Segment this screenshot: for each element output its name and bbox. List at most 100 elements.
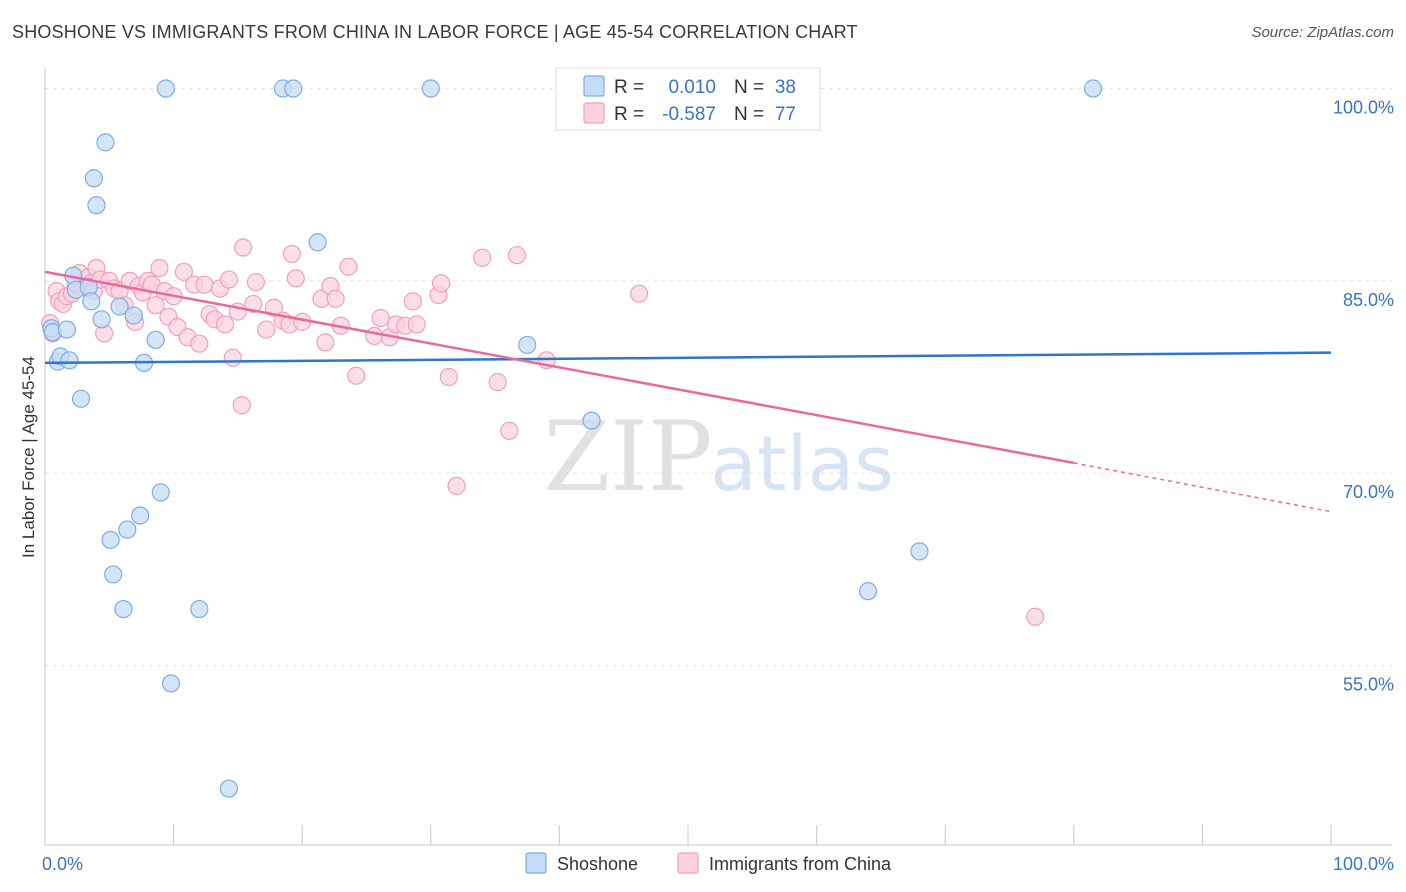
data-point-immigrants-from-china bbox=[488, 373, 507, 392]
data-point-shoshone bbox=[101, 530, 120, 549]
y-axis-label: In Labor Force | Age 45-54 bbox=[19, 356, 38, 558]
stats-swatch-china bbox=[583, 102, 605, 124]
data-point-immigrants-from-china bbox=[219, 270, 238, 289]
trend-line-immigrants-from-china bbox=[44, 270, 1075, 465]
data-point-immigrants-from-china bbox=[174, 262, 193, 281]
data-point-immigrants-from-china bbox=[365, 326, 384, 346]
trend-lines bbox=[44, 270, 1332, 513]
data-point-shoshone bbox=[110, 297, 129, 316]
data-point-shoshone bbox=[82, 292, 101, 311]
stats-swatch-shoshone bbox=[583, 75, 605, 97]
data-point-immigrants-from-china bbox=[146, 296, 165, 315]
data-point-immigrants-from-china bbox=[1026, 607, 1045, 626]
data-point-shoshone bbox=[518, 335, 537, 355]
stats-r-value-china: -0.587 bbox=[662, 104, 716, 125]
data-point-immigrants-from-china bbox=[371, 308, 390, 328]
legend-swatch-shoshone bbox=[525, 852, 547, 874]
data-point-immigrants-from-china bbox=[195, 275, 214, 294]
data-point-shoshone bbox=[114, 599, 133, 619]
data-point-shoshone bbox=[219, 779, 238, 798]
data-point-immigrants-from-china bbox=[316, 333, 335, 352]
stats-r-label-shoshone: R = bbox=[614, 77, 644, 98]
stats-n-label-shoshone: N = bbox=[734, 77, 764, 98]
series-shoshone-points bbox=[42, 79, 1103, 798]
data-point-shoshone bbox=[57, 320, 76, 339]
stats-r-value-shoshone: 0.010 bbox=[668, 77, 716, 98]
y-tick-label: 100.0% bbox=[1333, 98, 1394, 118]
data-point-shoshone bbox=[190, 599, 209, 619]
stats-r-label-china: R = bbox=[614, 104, 644, 125]
data-point-immigrants-from-china bbox=[215, 315, 235, 334]
x-tick-label: 100.0% bbox=[1333, 854, 1394, 874]
data-point-shoshone bbox=[131, 506, 150, 525]
chart-title: SHOSHONE VS IMMIGRANTS FROM CHINA IN LAB… bbox=[12, 22, 858, 42]
stats-n-value-shoshone: 38 bbox=[775, 77, 796, 98]
data-point-shoshone bbox=[92, 310, 111, 329]
watermark: ZIP atlas bbox=[543, 401, 893, 513]
grid-lines bbox=[45, 88, 1392, 666]
data-point-immigrants-from-china bbox=[244, 294, 263, 314]
data-point-immigrants-from-china bbox=[257, 320, 276, 339]
data-point-immigrants-from-china bbox=[233, 238, 253, 257]
data-point-immigrants-from-china bbox=[500, 421, 519, 440]
data-point-immigrants-from-china bbox=[286, 269, 305, 288]
trend-line-shoshone bbox=[44, 351, 1332, 365]
legend-swatch-china bbox=[677, 852, 699, 874]
data-point-immigrants-from-china bbox=[264, 298, 284, 317]
series-legend: Shoshone Immigrants from China bbox=[525, 852, 892, 874]
data-point-shoshone bbox=[582, 411, 601, 430]
data-point-immigrants-from-china bbox=[326, 289, 345, 308]
data-point-shoshone bbox=[60, 351, 79, 370]
stats-n-value-china: 77 bbox=[775, 104, 796, 125]
axes bbox=[44, 68, 1392, 846]
data-point-immigrants-from-china bbox=[403, 292, 422, 311]
data-point-immigrants-from-china bbox=[439, 367, 458, 387]
data-point-shoshone bbox=[146, 330, 165, 349]
data-point-shoshone bbox=[284, 79, 303, 98]
data-point-shoshone bbox=[71, 389, 91, 408]
data-point-immigrants-from-china bbox=[150, 258, 169, 278]
data-point-immigrants-from-china bbox=[473, 248, 492, 267]
watermark-atlas: atlas bbox=[710, 419, 894, 508]
data-point-immigrants-from-china bbox=[282, 244, 302, 264]
stats-n-label-china: N = bbox=[734, 104, 764, 125]
data-point-shoshone bbox=[1083, 79, 1103, 98]
data-point-shoshone bbox=[308, 233, 327, 252]
data-point-shoshone bbox=[84, 169, 103, 188]
data-point-shoshone bbox=[151, 483, 170, 502]
data-point-immigrants-from-china bbox=[223, 348, 242, 367]
data-point-immigrants-from-china bbox=[507, 246, 527, 265]
data-point-shoshone bbox=[421, 79, 440, 98]
data-point-shoshone bbox=[104, 565, 123, 584]
data-point-shoshone bbox=[858, 582, 878, 601]
y-tick-label: 70.0% bbox=[1343, 482, 1394, 502]
data-point-immigrants-from-china bbox=[407, 315, 426, 334]
data-point-shoshone bbox=[156, 79, 175, 98]
data-point-shoshone bbox=[87, 196, 106, 215]
data-point-shoshone bbox=[96, 133, 115, 152]
legend-label-china: Immigrants from China bbox=[709, 854, 892, 874]
data-point-immigrants-from-china bbox=[190, 334, 209, 353]
tick-labels: 100.0% 85.0% 70.0% 55.0% 0.0% 100.0% bbox=[42, 98, 1394, 874]
data-point-shoshone bbox=[910, 542, 929, 561]
data-point-immigrants-from-china bbox=[246, 273, 266, 292]
watermark-zip: ZIP bbox=[543, 401, 712, 513]
data-point-shoshone bbox=[124, 306, 143, 325]
data-point-immigrants-from-china bbox=[232, 396, 251, 415]
series-immigrants-from-china-points bbox=[41, 238, 1045, 626]
source-label: Source: ZipAtlas.com bbox=[1251, 24, 1394, 41]
stats-legend: R = 0.010 N = 38 R = -0.587 N = 77 bbox=[555, 67, 821, 131]
y-tick-label: 85.0% bbox=[1343, 290, 1394, 310]
data-point-shoshone bbox=[118, 520, 137, 539]
data-point-immigrants-from-china bbox=[630, 284, 649, 303]
data-point-shoshone bbox=[161, 674, 181, 693]
y-tick-label: 55.0% bbox=[1343, 674, 1394, 694]
x-tick-label: 0.0% bbox=[42, 854, 83, 874]
data-point-immigrants-from-china bbox=[431, 274, 451, 293]
trend-line-immigrants-from-china-extension bbox=[1073, 462, 1332, 513]
data-point-immigrants-from-china bbox=[347, 366, 366, 385]
data-point-immigrants-from-china bbox=[339, 257, 358, 276]
legend-label-shoshone: Shoshone bbox=[557, 854, 638, 874]
data-point-immigrants-from-china bbox=[447, 476, 466, 496]
